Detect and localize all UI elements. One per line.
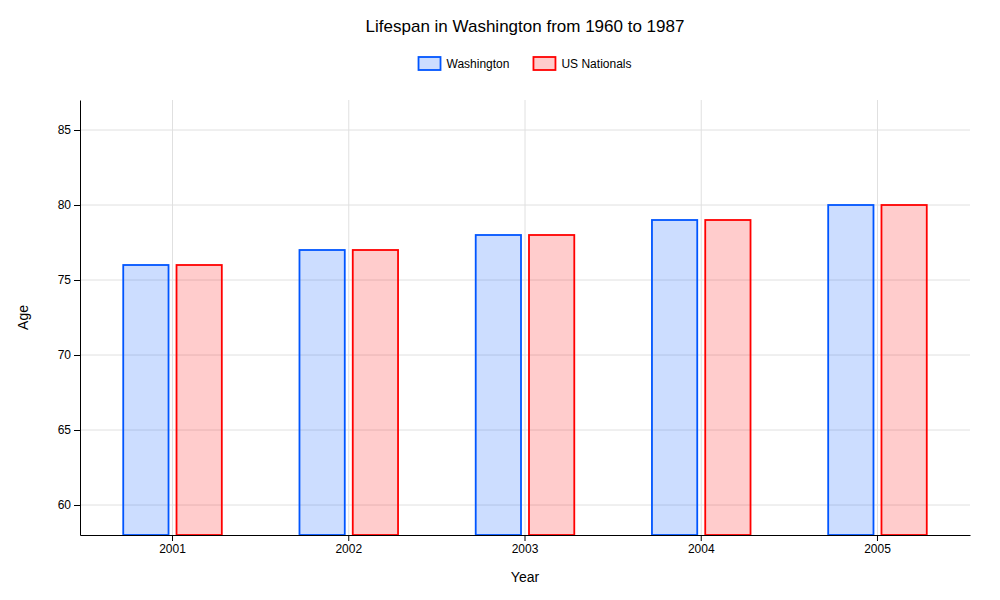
legend-item: Washington (419, 57, 510, 71)
chart-svg: 2001 2002 2003 2004 2005 60 65 70 75 80 85 Year Age L… (0, 0, 1000, 600)
legend-label: Washington (447, 57, 510, 71)
legend: Washington US Nationals (419, 57, 632, 71)
bar (652, 220, 697, 535)
y-tick: 60 (58, 498, 80, 512)
legend-label: US Nationals (561, 57, 631, 71)
x-tick-label: 2001 (159, 542, 186, 556)
y-tick-mark (74, 430, 80, 431)
x-grid-line (525, 100, 526, 535)
x-grid-line (877, 100, 878, 535)
bar (529, 235, 574, 535)
plot-area: 2001 2002 2003 2004 2005 60 65 70 75 80 85 (58, 100, 971, 556)
y-tick: 70 (58, 348, 80, 362)
bar (476, 235, 521, 535)
legend-swatch (419, 57, 441, 70)
y-tick-mark (74, 205, 80, 206)
y-tick-label: 70 (58, 348, 72, 362)
y-tick-label: 80 (58, 198, 72, 212)
bar (299, 250, 344, 535)
x-tick: 2001 (159, 535, 186, 556)
legend-item: US Nationals (533, 57, 631, 71)
x-tick-mark (525, 535, 526, 541)
bar (705, 220, 750, 535)
x-tick-label: 2003 (512, 542, 539, 556)
y-tick: 65 (58, 423, 80, 437)
y-axis-title: Age (15, 305, 31, 330)
y-tick-mark (74, 355, 80, 356)
y-tick-label: 65 (58, 423, 72, 437)
bars (123, 205, 927, 535)
y-tick-mark (74, 280, 80, 281)
x-tick: 2004 (688, 535, 715, 556)
bar (353, 250, 398, 535)
x-grid-line (348, 100, 349, 535)
x-tick-mark (877, 535, 878, 541)
bar (123, 265, 168, 535)
bar (177, 265, 222, 535)
x-axis: 2001 2002 2003 2004 2005 (81, 535, 971, 556)
y-tick-label: 75 (58, 273, 72, 287)
y-tick-label: 85 (58, 123, 72, 137)
y-axis-line (80, 101, 81, 536)
y-axis: 60 65 70 75 80 85 (58, 101, 81, 536)
x-tick-mark (172, 535, 173, 541)
bar-series (177, 205, 927, 535)
x-tick-label: 2002 (335, 542, 362, 556)
y-tick-label: 60 (58, 498, 72, 512)
x-tick: 2003 (512, 535, 539, 556)
y-tick: 80 (58, 198, 80, 212)
grid (80, 100, 970, 535)
y-tick-mark (74, 130, 80, 131)
legend-swatch (533, 57, 555, 70)
bar-series (123, 205, 873, 535)
x-tick-mark (348, 535, 349, 541)
bar (828, 205, 873, 535)
x-tick-label: 2004 (688, 542, 715, 556)
x-tick-mark (701, 535, 702, 541)
x-tick: 2002 (335, 535, 362, 556)
x-grid-line (701, 100, 702, 535)
chart-title: Lifespan in Washington from 1960 to 1987 (366, 17, 685, 36)
x-tick-label: 2005 (864, 542, 891, 556)
x-tick: 2005 (864, 535, 891, 556)
y-tick: 75 (58, 273, 80, 287)
y-tick: 85 (58, 123, 80, 137)
chart-container: 2001 2002 2003 2004 2005 60 65 70 75 80 85 Year Age L… (0, 0, 1000, 600)
y-tick-mark (74, 505, 80, 506)
bar (881, 205, 926, 535)
x-grid-line (172, 100, 173, 535)
x-axis-title: Year (511, 569, 540, 585)
